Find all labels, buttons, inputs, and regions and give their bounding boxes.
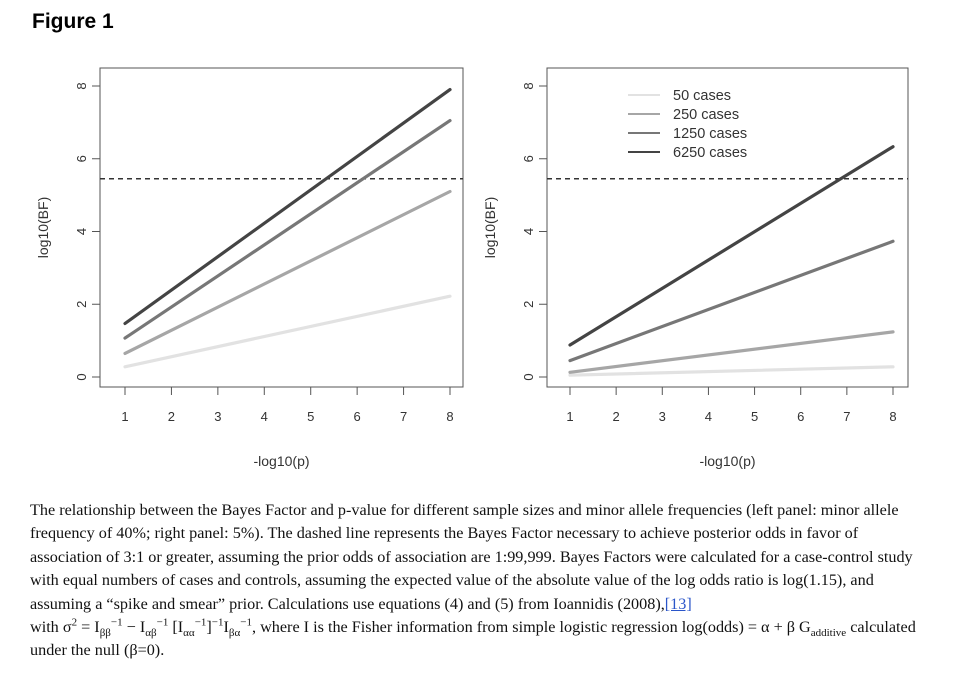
x-tick-label: 6 — [354, 409, 361, 424]
x-tick-label: 3 — [659, 409, 666, 424]
x-tick-label: 6 — [797, 409, 804, 424]
y-tick-label: 8 — [521, 82, 536, 89]
x-tick-label: 7 — [843, 409, 850, 424]
x-tick-label: 7 — [400, 409, 407, 424]
y-tick-label: 2 — [521, 301, 536, 308]
x-tick-label: 3 — [214, 409, 221, 424]
legend-label-2: 250 cases — [673, 107, 739, 123]
y-tick-label: 6 — [74, 155, 89, 162]
right-plot-frame — [546, 67, 909, 388]
caption-sub-aa: αα — [183, 627, 195, 640]
caption-text-2: , where I is the Fisher information from… — [252, 618, 811, 637]
y-tick-label: 0 — [521, 373, 536, 380]
caption-sub-bb: ββ — [99, 627, 111, 640]
figure-title: Figure 1 — [32, 10, 114, 33]
right-panel: 1 2 3 4 5 6 7 8 0 2 4 6 8 -log10(p) log10(BF) 50 cases 2… — [482, 67, 909, 469]
caption-sup-inv-1: −1 — [110, 616, 123, 629]
figure-charts: 1 2 3 4 5 6 7 8 0 2 4 6 8 -log10(p) log10(BF) 1 2 3 4 5 6 7 8 0… — [35, 67, 909, 469]
x-tick-label: 5 — [751, 409, 758, 424]
y-tick-label: 4 — [521, 228, 536, 235]
series-line-3 — [568, 239, 895, 363]
caption-text-3: calculated under the null (β=0). — [30, 618, 916, 660]
caption-sup-inv-5: −1 — [240, 616, 252, 629]
x-axis-label: -log10(p) — [253, 453, 309, 469]
caption-sup-inv-2: −1 — [156, 616, 169, 629]
legend: 50 cases 250 cases 1250 cases 6250 cases — [628, 88, 747, 161]
x-tick-label: 1 — [566, 409, 573, 424]
x-tick-label: 2 — [168, 409, 175, 424]
series-line-2 — [568, 330, 895, 374]
series-line-2 — [123, 189, 452, 355]
x-tick-label: 4 — [705, 409, 712, 424]
series-line-1 — [568, 365, 895, 377]
caption-sub-ab: αβ — [145, 627, 157, 640]
caption-formula-eq: = I — [77, 618, 100, 637]
y-tick-label: 0 — [74, 373, 89, 380]
y-tick-label: 2 — [74, 301, 89, 308]
reference-link[interactable]: [13] — [664, 594, 692, 613]
left-plot-frame — [99, 67, 464, 388]
figure-caption: The relationship between the Bayes Facto… — [30, 499, 930, 663]
caption-sub-ba: βα — [228, 627, 241, 640]
x-tick-label: 8 — [889, 409, 896, 424]
legend-label-3: 1250 cases — [673, 126, 747, 142]
caption-formula-bracket-close: ] — [206, 618, 212, 637]
legend-label-4: 6250 cases — [673, 145, 747, 161]
series-line-3 — [123, 118, 452, 340]
x-tick-label: 1 — [121, 409, 128, 424]
y-tick-label: 8 — [74, 82, 89, 89]
x-axis-label: -log10(p) — [699, 453, 755, 469]
x-tick-label: 4 — [261, 409, 268, 424]
caption-sup-inv-4: −1 — [211, 616, 224, 629]
left-panel: 1 2 3 4 5 6 7 8 0 2 4 6 8 -log10(p) log10(BF) — [35, 67, 464, 469]
x-tick-label: 8 — [446, 409, 453, 424]
series-line-4 — [568, 145, 895, 347]
caption-text: The relationship between the Bayes Facto… — [30, 501, 913, 613]
y-tick-label: 4 — [74, 228, 89, 235]
y-axis-label: log10(BF) — [482, 197, 498, 258]
series-line-1 — [123, 294, 452, 369]
caption-formula-with: with σ — [30, 618, 72, 637]
x-tick-label: 5 — [307, 409, 314, 424]
caption-formula-bracket-open: [I — [168, 618, 184, 637]
legend-label-1: 50 cases — [673, 88, 731, 104]
x-tick-label: 2 — [613, 409, 620, 424]
caption-formula-minus: − I — [122, 618, 146, 637]
caption-formula-i: I — [223, 618, 229, 637]
y-tick-label: 6 — [521, 155, 536, 162]
caption-sup-2: 2 — [71, 616, 78, 629]
y-axis-label: log10(BF) — [35, 197, 51, 258]
series-line-4 — [123, 87, 452, 326]
caption-sup-inv-3: −1 — [194, 616, 207, 629]
caption-sub-additive: additive — [810, 627, 847, 640]
